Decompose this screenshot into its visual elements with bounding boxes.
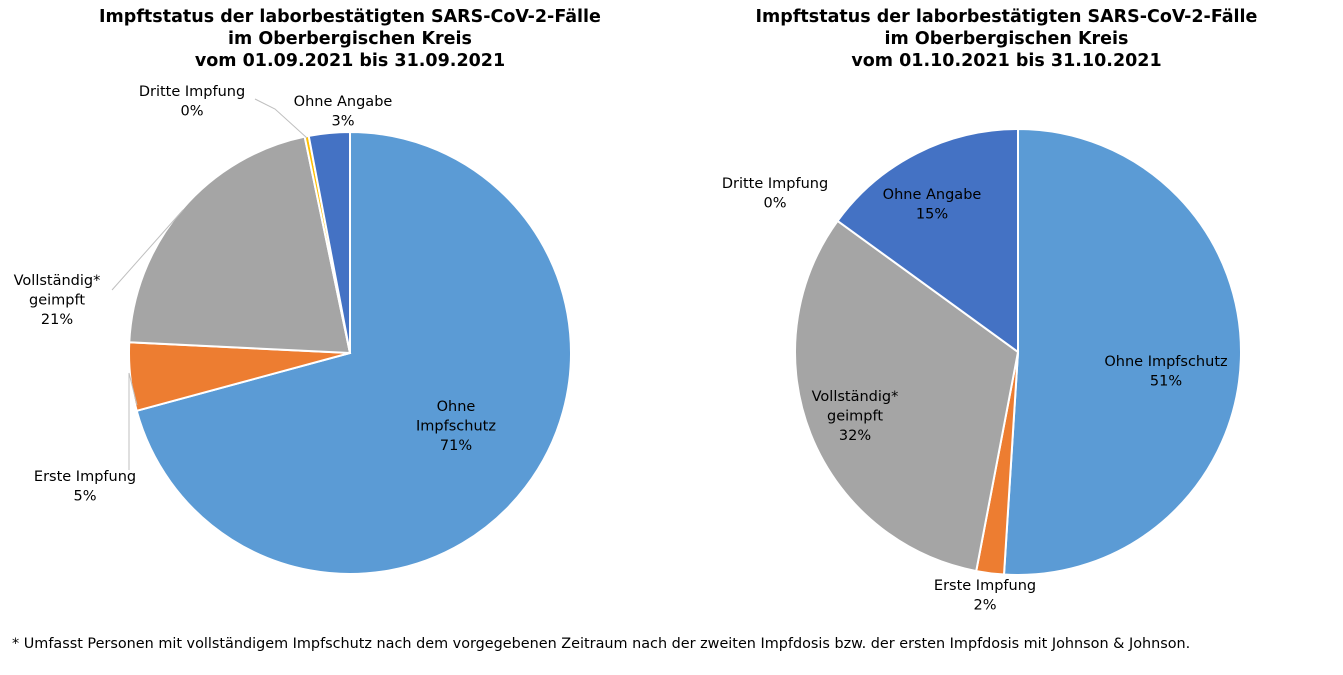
slice-value-label: 51% [1150,374,1182,390]
slice-value-label: 32% [839,428,871,444]
slice-category-label: Erste Impfung [934,578,1036,594]
chart-title: Impftstatus der laborbestätigten SARS-Co… [0,6,700,72]
slice-value-label: 2% [973,598,996,614]
slice-category-label: geimpft [827,409,883,425]
pie-chart: Ohne Impfschutz 71% Erste Impfung 5% Vollstän… [14,84,572,575]
chart-title-line: im Oberbergischen Kreis [228,29,472,49]
slice-category-label: Erste Impfung [34,469,136,485]
chart-title-line: Impftstatus der laborbestätigten SARS-Co… [755,7,1258,27]
slice-category-label: Ohne Impfschutz [1104,354,1227,370]
pie-chart: Ohne Impfschutz 51% Erste Impfung 2% Vollstä… [722,127,1242,614]
slice-category-label: Dritte Impfung [722,176,828,192]
chart-title-line: im Oberbergischen Kreis [884,29,1129,49]
chart-september: Impftstatus der laborbestätigten SARS-Co… [0,0,700,630]
slice-value-label: 3% [331,114,354,130]
footnote: * Umfasst Personen mit vollständigem Imp… [12,636,1191,652]
chart-title-line: vom 01.09.2021 bis 31.09.2021 [194,51,506,71]
slice-value-label: 21% [41,312,73,328]
chart-title-line: vom 01.10.2021 bis 31.10.2021 [851,51,1162,71]
slice-category-label: Impfschutz [416,419,496,435]
slice-category-label: Vollständig* [812,389,899,405]
slice-category-label: Vollständig* [14,273,101,289]
slice-value-label: 15% [916,207,948,223]
chart-title: Impftstatus der laborbestätigten SARS-Co… [670,6,1343,72]
slice-value-label: 0% [180,104,203,120]
slice-value-label: 71% [440,438,472,454]
leader-line [111,209,184,291]
pie-slice [794,219,1020,573]
slice-value-label: 0% [763,196,786,212]
pie-slice [836,127,1019,354]
pie-slice [307,130,351,354]
leader-line [128,372,138,470]
pie-slice [1002,127,1242,576]
chart-title-line: Impftstatus der laborbestätigten SARS-Co… [99,7,601,27]
slice-value-label: 5% [73,489,96,505]
slice-category-label: Ohne [437,399,476,415]
slice-category-label: Dritte Impfung [139,84,245,100]
slice-category-label: geimpft [29,293,85,309]
slice-category-label: Ohne Angabe [883,187,982,203]
slice-category-label: Ohne Angabe [294,94,393,110]
chart-oktober: Impftstatus der laborbestätigten SARS-Co… [670,0,1343,630]
pie-slice [135,130,572,575]
pie-slice [128,135,352,355]
leader-line [254,98,308,139]
